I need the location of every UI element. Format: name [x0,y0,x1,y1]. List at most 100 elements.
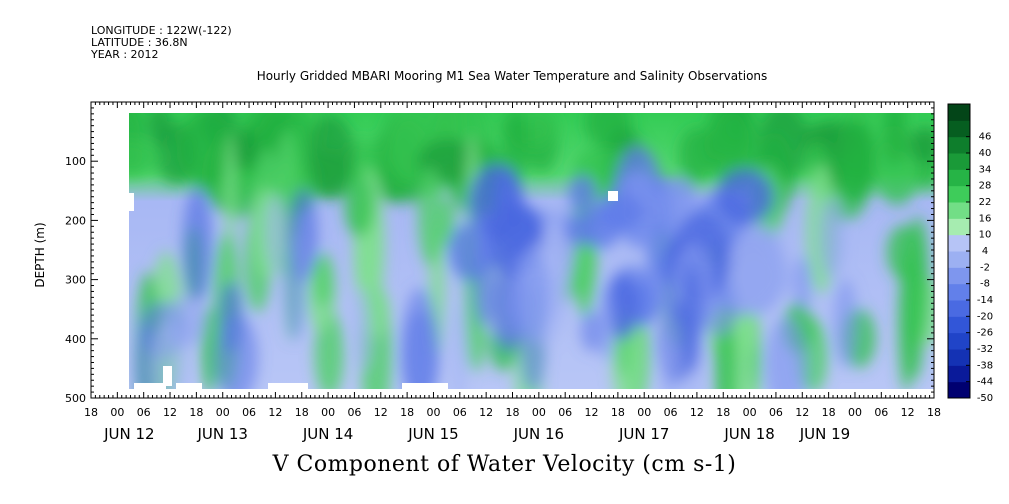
field-blob [344,173,375,237]
field-blob [472,235,496,327]
colorbar-swatch [948,251,970,268]
x-tick-label: 12 [374,406,388,419]
colorbar-label: 34 [979,164,992,175]
colorbar-label: -8 [980,279,990,290]
field-blob [163,296,208,347]
y-tick-label: 400 [65,333,86,346]
field-blob [659,302,676,389]
colorbar-label: 4 [982,246,988,257]
colorbar-swatch [948,381,970,399]
x-tick-label: 06 [347,406,361,419]
field-blob [568,175,596,213]
field-blob [177,113,233,188]
x-date-label: JUN 15 [407,425,458,443]
colorbar-swatch [948,104,970,121]
field-blob [716,168,774,225]
x-tick-label: 00 [321,406,335,419]
field-blob [908,126,934,163]
x-tick-label: 18 [927,406,941,419]
x-tick-label: 06 [137,406,151,419]
y-tick-label: 200 [65,214,86,227]
x-tick-label: 00 [110,406,124,419]
x-date-label: JUN 12 [103,425,154,443]
colorbar-swatch [948,332,970,350]
x-tick-label: 06 [558,406,572,419]
missing-data [176,383,202,389]
missing-data [163,366,172,386]
x-date-label: JUN 16 [513,425,564,443]
missing-data [402,383,448,389]
x-tick-label: 00 [848,406,862,419]
x-date-label: JUN 17 [618,425,669,443]
colorbar-swatch [948,349,970,366]
colorbar-swatch [948,300,970,317]
field-blob [764,317,809,389]
field-blob [353,286,373,372]
field-blob [129,139,163,177]
x-tick-label: 12 [479,406,493,419]
colorbar-label: 10 [979,230,992,241]
y-tick-label: 500 [65,392,86,405]
colorbar-label: -32 [977,344,993,355]
x-tick-label: 12 [690,406,704,419]
field-blob [701,290,738,336]
colorbar-label: 22 [979,197,992,208]
colorbar-label: 46 [979,132,992,143]
field-blob [228,129,259,169]
x-tick-label: 18 [822,406,836,419]
field-blob [819,197,844,278]
x-tick-label: 12 [795,406,809,419]
x-date-label: JUN 14 [302,425,353,443]
field-blob [681,263,703,374]
x-tick-label: 00 [532,406,546,419]
colorbar-swatch [948,218,970,236]
chart-title: Hourly Gridded MBARI Mooring M1 Sea Wate… [256,69,768,83]
x-tick-label: 18 [611,406,625,419]
field-blob [595,193,643,231]
colorbar-swatch [948,136,970,154]
field-blob [182,187,213,302]
x-tick-label: 12 [585,406,599,419]
longitude-label: LONGITUDE : 122W(-122) [91,24,232,37]
velocity-field [129,113,934,389]
field-blob [418,167,444,266]
x-tick-label: 18 [506,406,520,419]
y-axis-label: DEPTH (m) [33,222,47,287]
x-tick-label: 18 [189,406,203,419]
x-tick-label: 06 [874,406,888,419]
x-tick-label: 06 [769,406,783,419]
colorbar-label: -14 [977,295,993,306]
x-tick-label: 18 [295,406,309,419]
field-blob [147,113,172,146]
missing-data [129,193,134,211]
field-blob [835,119,874,204]
field-blob [584,113,632,148]
field-blob [215,314,259,389]
colorbar-label: -20 [977,311,993,322]
field-blob [906,215,930,346]
colorbar-swatch [948,234,970,252]
field-blob [563,213,597,246]
colorbar-swatch [948,120,970,138]
colorbar-swatch [948,169,970,187]
field-blob [607,273,639,340]
x-axis-label: V Component of Water Velocity (cm s-1) [272,452,737,477]
x-tick-label: 12 [163,406,177,419]
missing-data [134,383,166,389]
field-blobs [129,113,934,389]
colorbar-swatch [948,283,970,301]
field-blob [833,278,858,369]
field-blob [884,113,906,164]
colorbar-swatch [948,365,970,383]
x-tick-label: 00 [637,406,651,419]
colorbar-label: -44 [977,377,993,388]
field-blob [502,113,530,185]
colorbar-swatch [948,267,970,285]
y-axis: 100 200 300 400 500 [65,101,934,405]
x-axis: 18 00 06 12 18 00 06 12 18 00 06 12 18 00 06 12 18 00 06 12… [84,102,941,443]
field-blob [729,225,787,315]
x-tick-label: 00 [743,406,757,419]
latitude-label: LATITUDE : 36.8N [91,36,188,49]
x-tick-label: 00 [216,406,230,419]
